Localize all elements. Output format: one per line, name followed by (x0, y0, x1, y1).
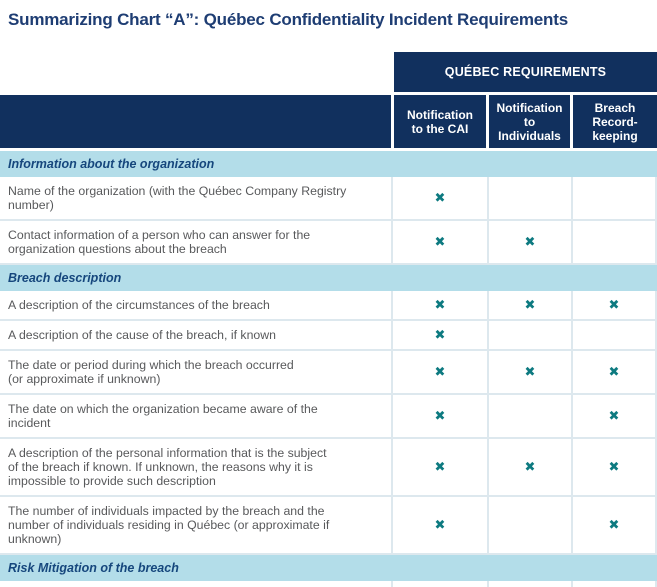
requirement-cell: ✖ (391, 291, 487, 319)
requirement-cell: ✖ (391, 221, 487, 263)
row-label: The date on which the organization becam… (8, 402, 318, 430)
table-banner: QUÉBEC REQUIREMENTS (394, 52, 657, 92)
x-mark-icon: ✖ (608, 364, 620, 380)
x-mark-icon: ✖ (434, 408, 446, 424)
requirement-cell: ✖ (571, 439, 657, 495)
x-mark-icon: ✖ (524, 364, 536, 380)
section-header-row: Breach description (0, 265, 657, 291)
requirement-cell: ✖ (391, 497, 487, 553)
x-mark-icon: ✖ (434, 517, 446, 533)
requirement-cell (571, 221, 657, 263)
requirement-cell: ✖ (391, 351, 487, 393)
requirement-cell: ✖ (487, 351, 571, 393)
row-label: The date or period during which the brea… (8, 358, 294, 386)
x-mark-icon: ✖ (524, 297, 536, 313)
x-mark-icon: ✖ (434, 190, 446, 206)
requirement-cell (487, 497, 571, 553)
table-row: A description of the cause of the breach… (0, 321, 657, 351)
requirement-cell: ✖ (487, 439, 571, 495)
column-header-notification-cai: Notification to the CAI (394, 95, 486, 148)
table-row: A description of the circumstances of th… (0, 291, 657, 321)
x-mark-icon: ✖ (434, 234, 446, 250)
x-mark-icon: ✖ (524, 459, 536, 475)
requirement-cell (571, 581, 657, 587)
column-header-breach-record-keeping: Breach Record- keeping (573, 95, 657, 148)
requirements-table: QUÉBEC REQUIREMENTS Notification to the … (0, 52, 657, 587)
requirement-cell (571, 177, 657, 219)
table-row: Contact information of a person who can … (0, 221, 657, 265)
x-mark-icon: ✖ (434, 327, 446, 343)
requirement-cell: ✖ (391, 321, 487, 349)
table-body: Information about the organization Name o… (0, 151, 657, 581)
row-label-header-cell (0, 95, 391, 148)
page-title: Summarizing Chart “A”: Québec Confidenti… (8, 10, 568, 29)
x-mark-icon: ✖ (608, 297, 620, 313)
partial-row (0, 581, 657, 587)
row-label: A description of the cause of the breach… (8, 328, 276, 342)
x-mark-icon: ✖ (524, 234, 536, 250)
requirement-cell: ✖ (487, 291, 571, 319)
requirement-cell: ✖ (391, 395, 487, 437)
row-label (0, 581, 391, 587)
x-mark-icon: ✖ (608, 408, 620, 424)
requirement-cell: ✖ (571, 395, 657, 437)
column-header-notification-individuals: Notification to Individuals (489, 95, 570, 148)
x-mark-icon: ✖ (434, 364, 446, 380)
column-header-row: Notification to the CAI Notification to … (0, 95, 657, 148)
x-mark-icon: ✖ (434, 297, 446, 313)
requirement-cell: ✖ (571, 291, 657, 319)
section-header-row: Information about the organization (0, 151, 657, 177)
x-mark-icon: ✖ (434, 459, 446, 475)
requirement-cell (391, 581, 487, 587)
requirement-cell: ✖ (571, 351, 657, 393)
row-label: A description of the circumstances of th… (8, 298, 270, 312)
requirement-cell (487, 581, 571, 587)
requirement-cell (571, 321, 657, 349)
row-label: A description of the personal informatio… (8, 446, 327, 488)
table-row: The date on which the organization becam… (0, 395, 657, 439)
table-row: Name of the organization (with the Québe… (0, 177, 657, 221)
requirement-cell (487, 177, 571, 219)
requirement-cell (487, 395, 571, 437)
requirement-cell: ✖ (487, 221, 571, 263)
row-label: The number of individuals impacted by th… (8, 504, 330, 546)
section-header-row: Risk Mitigation of the breach (0, 555, 657, 581)
table-row: A description of the personal informatio… (0, 439, 657, 497)
requirement-cell: ✖ (571, 497, 657, 553)
x-mark-icon: ✖ (608, 517, 620, 533)
table-row: The number of individuals impacted by th… (0, 497, 657, 555)
requirement-cell: ✖ (391, 439, 487, 495)
row-label: Name of the organization (with the Québe… (8, 184, 347, 212)
requirement-cell: ✖ (391, 177, 487, 219)
table-row: The date or period during which the brea… (0, 351, 657, 395)
requirement-cell (487, 321, 571, 349)
row-label: Contact information of a person who can … (8, 228, 311, 256)
x-mark-icon: ✖ (608, 459, 620, 475)
